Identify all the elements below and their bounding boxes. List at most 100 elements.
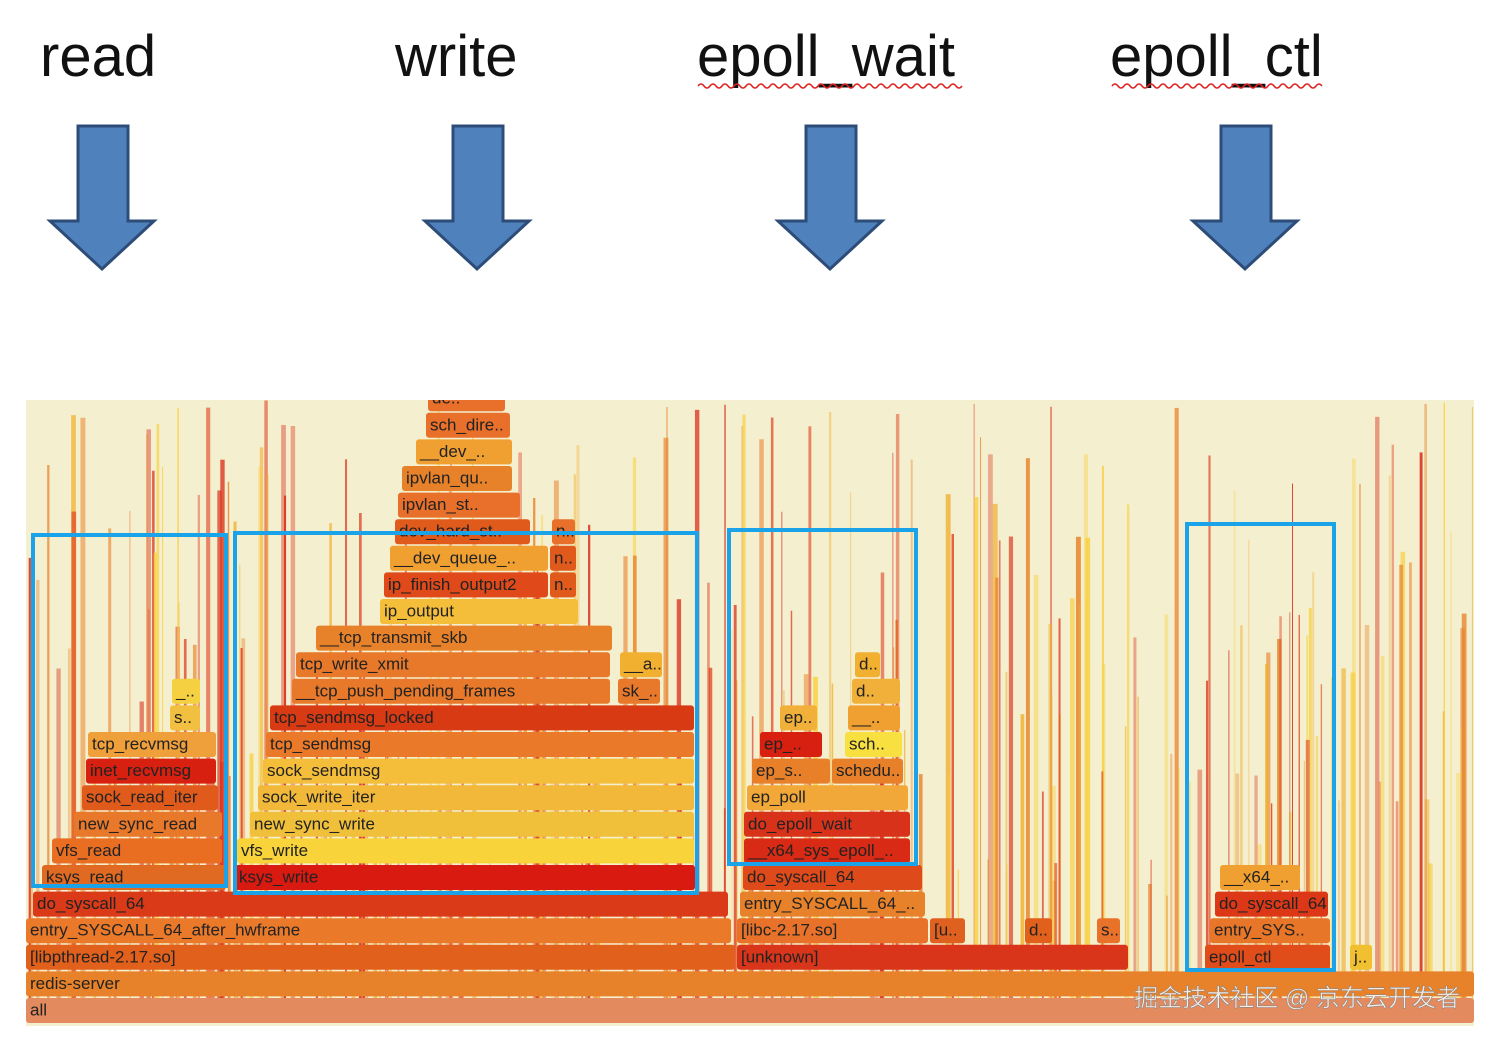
stripe [1461, 613, 1467, 1000]
frame [848, 705, 900, 731]
stripe [220, 459, 225, 1000]
frame [26, 971, 1474, 997]
stripe [1395, 801, 1399, 1000]
frame-label: ep.. [784, 708, 812, 727]
frame [82, 785, 218, 811]
frame-label: sock_write_iter [262, 788, 376, 807]
frame [845, 732, 902, 757]
stripe [1409, 562, 1412, 1000]
heading: epoll_wait [697, 24, 955, 89]
stripe [1391, 444, 1395, 1001]
frame-label: __tcp_transmit_skb [319, 628, 467, 647]
frame-label: ipvlan_qu.. [406, 468, 488, 487]
frame [618, 678, 660, 704]
frame-label: ep_poll [751, 788, 806, 807]
stripe [1025, 458, 1030, 1000]
stripe [1424, 799, 1430, 1000]
highlight-box [727, 528, 918, 866]
frame [428, 400, 505, 412]
frame-label: _.. [175, 681, 195, 700]
stripe [1208, 455, 1211, 1001]
stripe [1338, 800, 1340, 1000]
stripe [1033, 575, 1039, 1000]
frame [33, 891, 728, 917]
frame [170, 705, 200, 731]
stripe [177, 407, 179, 1000]
stripe [1460, 729, 1462, 1000]
frame [398, 492, 520, 518]
frame [780, 705, 817, 731]
stripe [67, 648, 71, 1000]
stripe [1450, 532, 1452, 1000]
frame-label: n.. [554, 575, 573, 594]
frame-label: new_sync_read [78, 814, 197, 833]
stripe [1428, 863, 1433, 1000]
stripe [708, 667, 713, 1000]
frame [86, 758, 216, 784]
frame-label: j.. [1353, 947, 1367, 966]
stripe [227, 481, 230, 1000]
stripe [156, 423, 160, 1000]
stripe [1150, 859, 1152, 1000]
frame-label: sock_read_iter [86, 788, 198, 807]
arrow [774, 124, 886, 272]
frame-label: tcp_recvmsg [92, 734, 188, 753]
frame [1210, 918, 1330, 944]
frame-label: tcp_sendmsg [270, 734, 371, 753]
stripe [1419, 452, 1423, 1000]
stripe [1289, 612, 1291, 1000]
frame [390, 545, 548, 571]
heading: epoll_ctl [1110, 24, 1323, 89]
stripe [146, 429, 151, 1000]
stripe [241, 638, 246, 1000]
stripe [1320, 684, 1323, 1000]
stripe [1277, 638, 1282, 1000]
frame [1097, 918, 1120, 944]
spell-underline [1111, 83, 1323, 89]
stripe [56, 668, 61, 1000]
frame-label: ip_finish_output2 [388, 575, 517, 594]
stripe [1228, 650, 1230, 1000]
frame [1205, 944, 1330, 970]
heading: read [40, 24, 156, 89]
stripe [951, 533, 954, 1000]
frame-label: __a.. [623, 655, 662, 674]
stripe [80, 417, 86, 1000]
frame [550, 545, 576, 571]
stripe [1266, 652, 1271, 1000]
frame [752, 758, 830, 784]
stripe [1178, 767, 1180, 1000]
stripe [28, 557, 31, 1000]
stripe [1341, 668, 1346, 1000]
frame [930, 918, 965, 944]
frame-label: [unknown] [741, 947, 819, 966]
frame [52, 838, 222, 864]
frame-label: sch.. [849, 734, 885, 753]
frame [26, 944, 735, 970]
stripe [1388, 475, 1391, 1000]
stripe [733, 604, 737, 1000]
frame-label: s.. [1101, 921, 1119, 940]
stripe [987, 454, 993, 1000]
stripe [1315, 735, 1319, 1000]
frame-label: n.. [554, 548, 573, 567]
frame [250, 811, 694, 837]
stripe [1298, 614, 1300, 1000]
frame [743, 865, 922, 890]
frame-label: sock_sendmsg [267, 761, 380, 780]
frame-label: do_epoll_wait [748, 814, 852, 833]
arrow [421, 124, 533, 272]
stripe [1020, 714, 1025, 1000]
frame [744, 838, 910, 864]
stripe [1265, 663, 1269, 1000]
stripe [1399, 564, 1404, 1000]
stripe [259, 447, 264, 1000]
frame-label: d.. [856, 681, 875, 700]
stripe [1279, 616, 1282, 1000]
frame-label: ipvlan_st.. [402, 495, 479, 514]
frame [855, 652, 880, 678]
frame [263, 758, 694, 784]
frame [26, 918, 731, 944]
spell-underline [697, 83, 963, 89]
